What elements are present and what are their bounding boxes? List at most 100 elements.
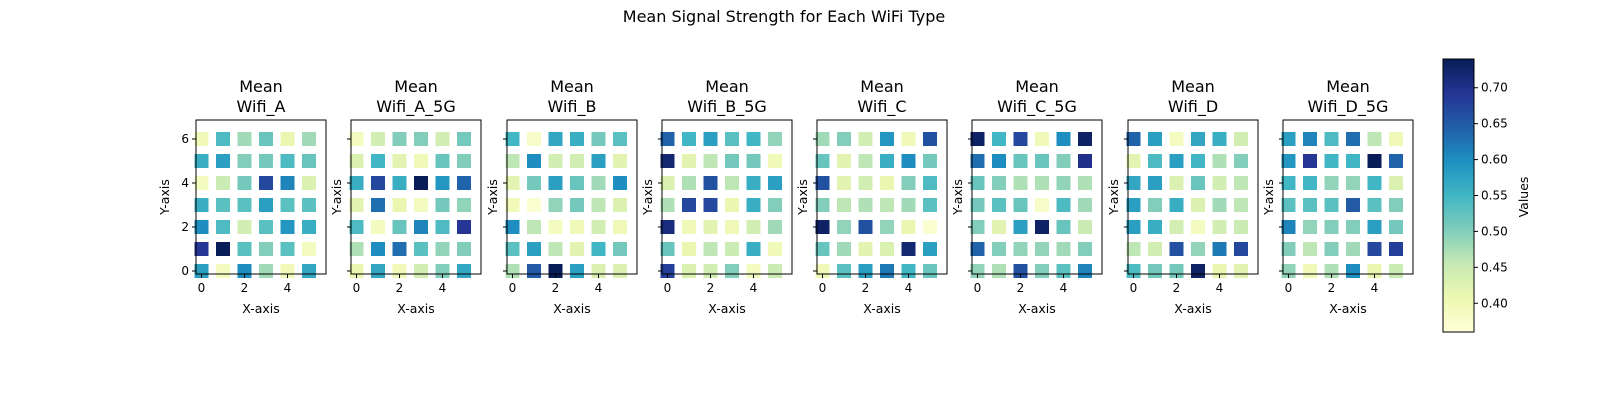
heatmap-cell — [1303, 264, 1317, 278]
heatmap-cell — [237, 154, 252, 168]
heatmap-cell — [527, 176, 541, 190]
heatmap-cell — [527, 242, 541, 256]
heatmap-cell — [1346, 154, 1360, 168]
heatmap-cell — [457, 198, 471, 212]
heatmap-cell — [970, 132, 985, 146]
panel-title-line2: Wifi_C_5G — [997, 97, 1077, 117]
heatmap-cell — [1035, 154, 1049, 168]
heatmap-cell — [1191, 264, 1205, 278]
heatmap-cell — [901, 176, 916, 190]
heatmap-cell — [570, 154, 584, 168]
heatmap-cell — [1035, 264, 1049, 278]
heatmap-cell — [237, 132, 252, 146]
heatmap-cell — [837, 220, 851, 234]
x-tick-label: 2 — [707, 281, 715, 295]
heatmap-cell — [349, 154, 364, 168]
heatmap-cell — [1169, 198, 1184, 212]
heatmap-cell — [1234, 176, 1248, 190]
colorbar-label: Values — [1516, 177, 1531, 218]
heatmap-cell — [768, 198, 782, 212]
heatmap-cell — [194, 220, 209, 234]
heatmap-cell — [1013, 132, 1028, 146]
heatmap-cell — [280, 154, 295, 168]
heatmap-cell — [682, 132, 696, 146]
heatmap-cell — [1148, 154, 1162, 168]
heatmap-cell — [237, 198, 252, 212]
y-tick-label: 0 — [181, 264, 189, 278]
x-tick-label: 4 — [1371, 281, 1379, 295]
heatmap-cell — [216, 176, 230, 190]
heatmap-cell — [1035, 220, 1049, 234]
heatmap-cell — [1148, 132, 1162, 146]
heatmap-cell — [725, 264, 739, 278]
y-axis-label: Y-axis — [157, 179, 172, 216]
heatmap-cell — [1013, 220, 1028, 234]
x-tick-label: 4 — [1216, 281, 1224, 295]
heatmap-cell — [703, 176, 718, 190]
heatmap-cell — [1056, 176, 1071, 190]
heatmap-cell — [1367, 198, 1382, 212]
heatmap-cell — [1234, 154, 1248, 168]
heatmap-cell — [1148, 176, 1162, 190]
heatmap-cell — [858, 176, 873, 190]
heatmap-cell — [815, 242, 830, 256]
heatmap-cell — [1148, 264, 1162, 278]
heatmap-cell — [1212, 176, 1227, 190]
panel-title-line2: Wifi_D — [1168, 97, 1218, 117]
heatmap-cell — [768, 242, 782, 256]
colorbar-tick-label: 0.60 — [1481, 153, 1508, 167]
heatmap-cell — [1169, 220, 1184, 234]
y-tick-label: 2 — [181, 220, 189, 234]
heatmap-cell — [1148, 242, 1162, 256]
axes-frame — [816, 119, 948, 275]
panel-title-line1: Mean — [705, 77, 749, 96]
heatmap-cell — [1191, 154, 1205, 168]
panel-title-line1: Mean — [860, 77, 904, 96]
heatmap-cell — [837, 198, 851, 212]
heatmap-cell — [1346, 132, 1360, 146]
heatmap-cell — [1126, 176, 1141, 190]
heatmap-cell — [1078, 176, 1092, 190]
heatmap-cell — [548, 198, 563, 212]
heatmap-cell — [457, 132, 471, 146]
heatmap-cell — [349, 220, 364, 234]
heatmap-cell — [505, 198, 520, 212]
heatmap-cell — [435, 154, 450, 168]
heatmap-cell — [725, 176, 739, 190]
heatmap-cell — [216, 264, 230, 278]
x-tick-label: 0 — [353, 281, 361, 295]
heatmap-cell — [1035, 132, 1049, 146]
heatmap-cell — [216, 198, 230, 212]
heatmap-cell — [768, 132, 782, 146]
heatmap-cell — [682, 154, 696, 168]
heatmap-cell — [703, 220, 718, 234]
heatmap-cell — [194, 154, 209, 168]
heatmap-cell — [1389, 264, 1403, 278]
heatmap-cell — [435, 176, 450, 190]
heatmap-cell — [1078, 132, 1092, 146]
x-tick-label: 0 — [1130, 281, 1138, 295]
heatmap-cell — [237, 176, 252, 190]
heatmap-cell — [768, 176, 782, 190]
heatmap-cell — [457, 176, 471, 190]
heatmap-cell — [591, 176, 606, 190]
heatmap-cell — [570, 264, 584, 278]
heatmap-cell — [1126, 220, 1141, 234]
heatmap-cell — [505, 154, 520, 168]
heatmap-cell — [1367, 176, 1382, 190]
heatmap-cell — [880, 242, 894, 256]
heatmap-cell — [660, 198, 675, 212]
panel-title-line1: Mean — [1326, 77, 1370, 96]
heatmap-cell — [414, 176, 428, 190]
heatmap-cell — [992, 220, 1006, 234]
heatmap-cell — [570, 198, 584, 212]
heatmap-cell — [194, 198, 209, 212]
heatmap-cell — [1126, 242, 1141, 256]
heatmap-cell — [1056, 220, 1071, 234]
heatmap-cell — [725, 220, 739, 234]
heatmap-cell — [1234, 220, 1248, 234]
heatmap-cell — [1367, 154, 1382, 168]
heatmap-cell — [457, 264, 471, 278]
heatmap-cell — [703, 198, 718, 212]
